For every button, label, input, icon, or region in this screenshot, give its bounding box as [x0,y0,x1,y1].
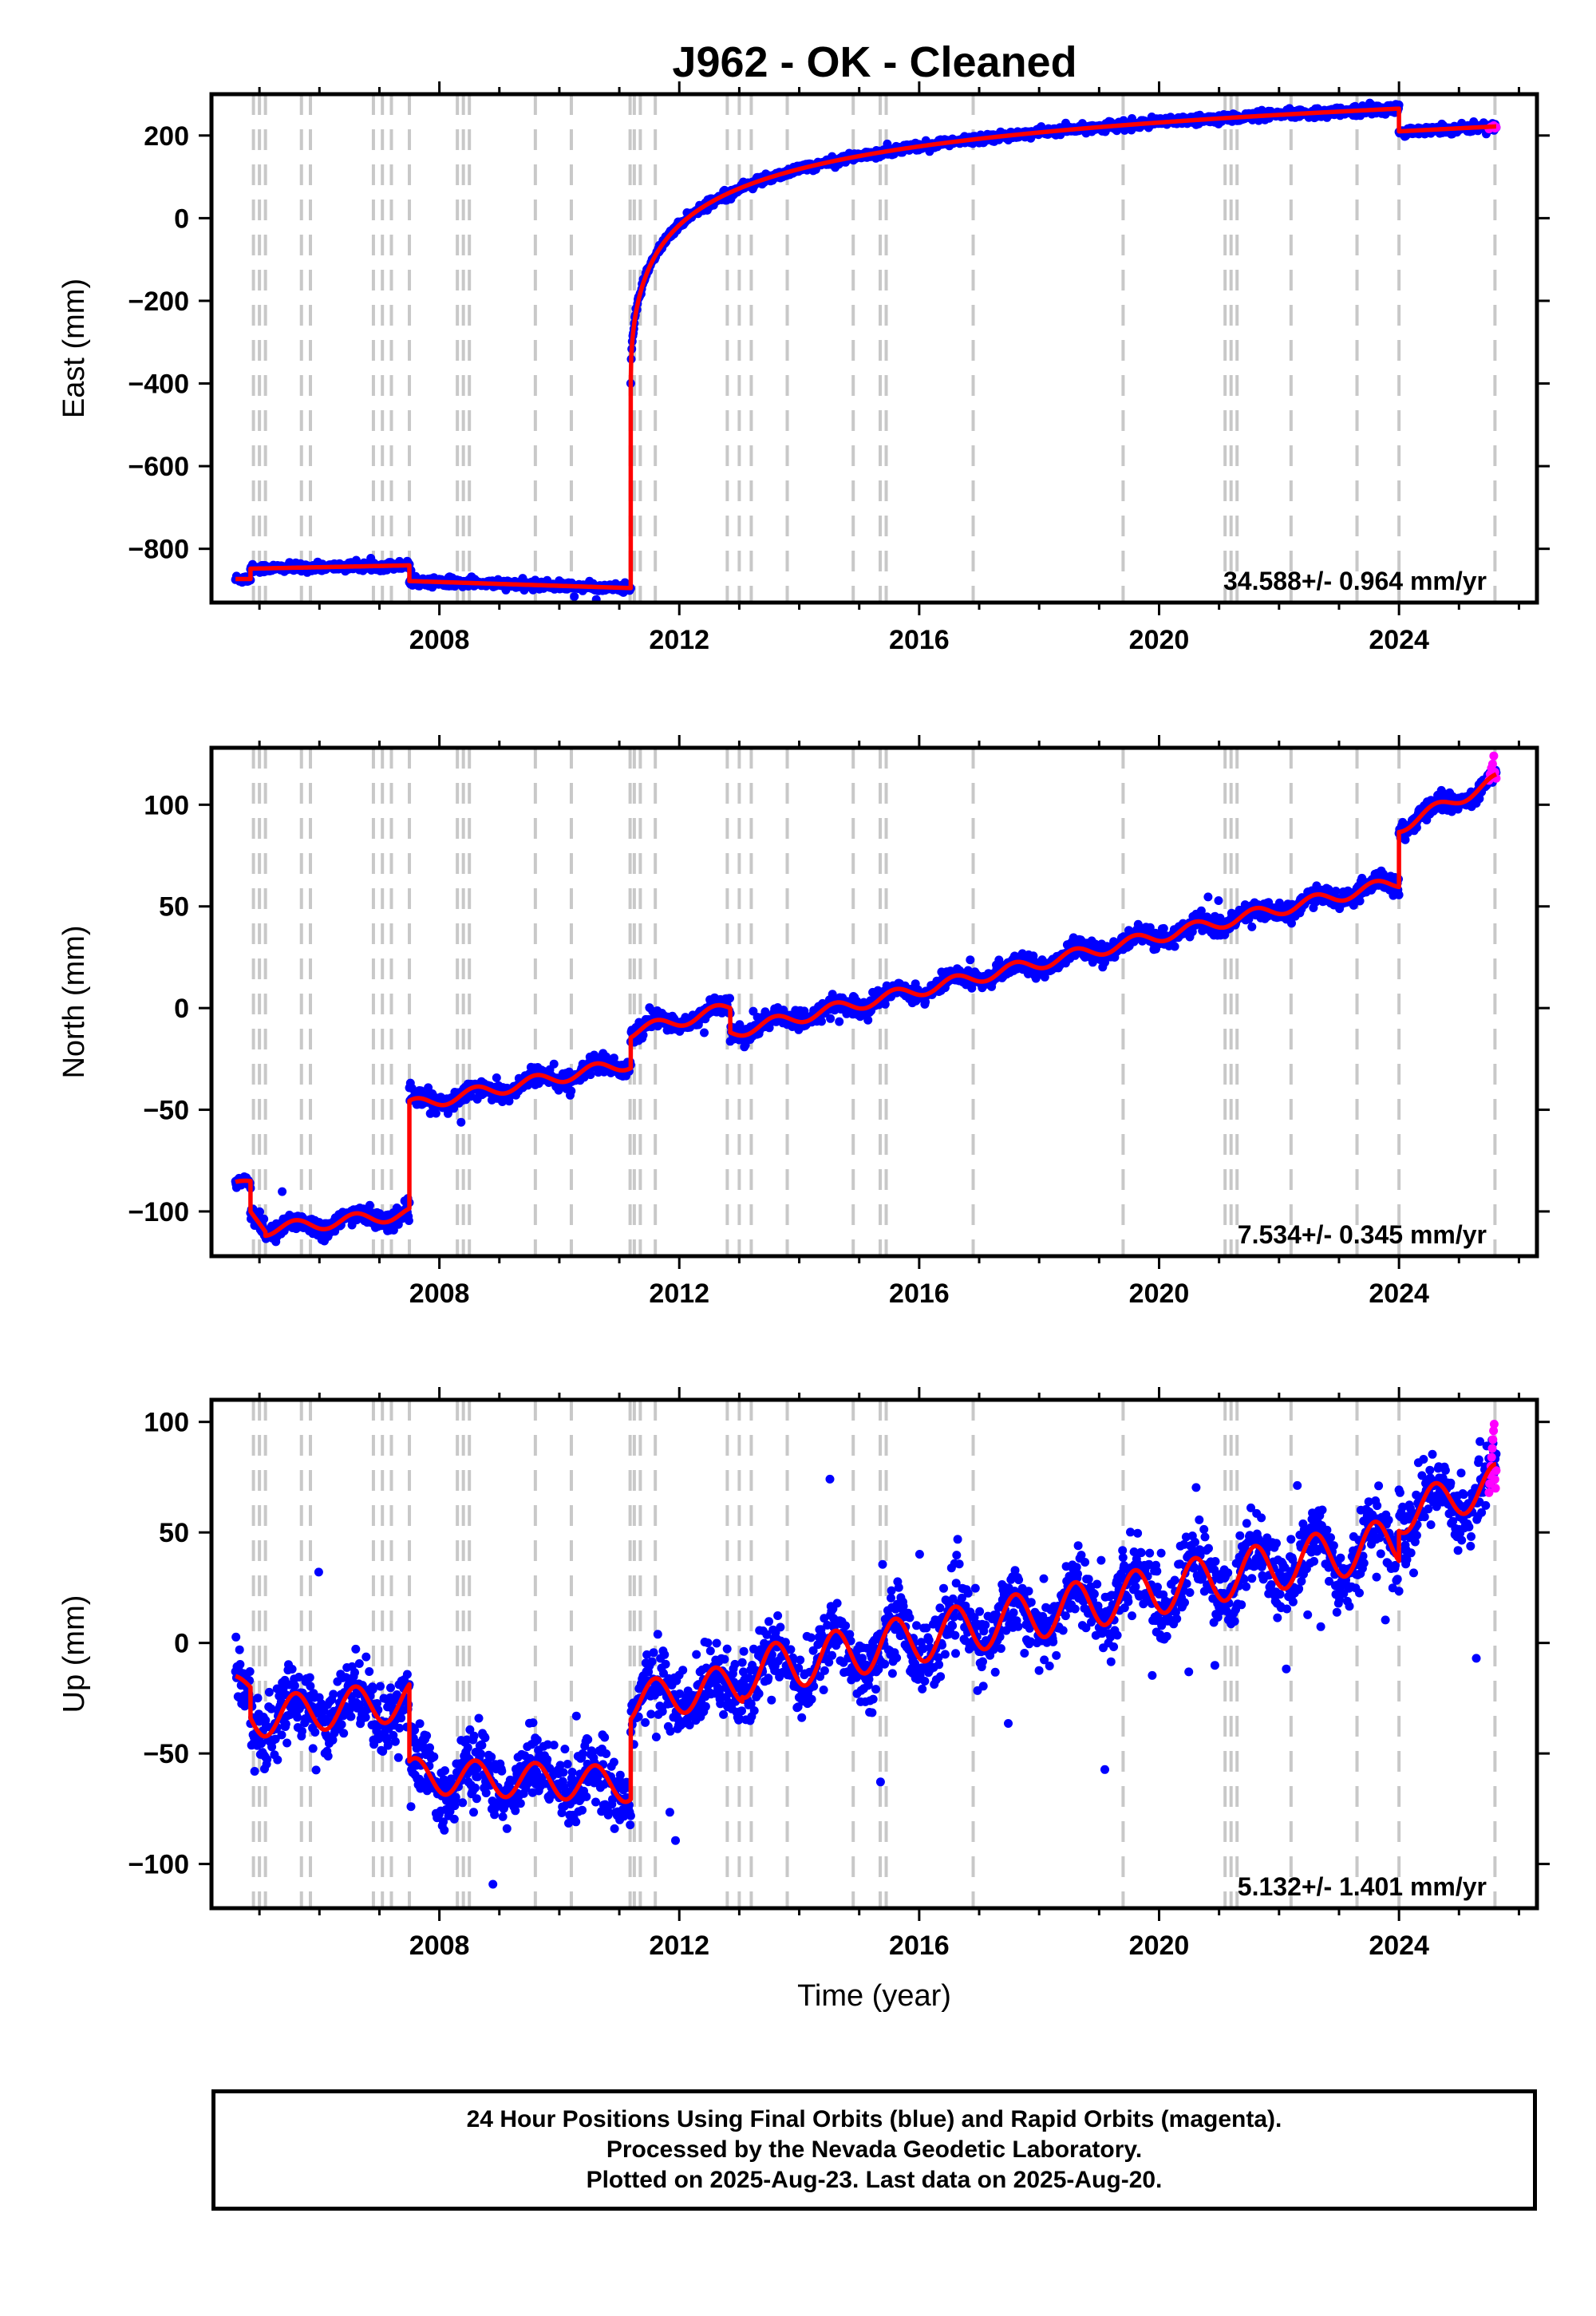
x-tick-label: 2008 [409,625,470,655]
data-point [492,1073,501,1082]
data-point [549,1059,559,1069]
rate-annotation: 34.588+/- 0.964 mm/yr [1223,567,1487,595]
data-point [1170,942,1179,951]
final-orbit-points [231,98,1501,603]
y-tick-label: −400 [128,370,189,400]
data-point [1247,922,1257,931]
data-point [431,1109,440,1118]
chart-title: J962 - OK - Cleaned [672,38,1077,86]
data-point [835,1017,844,1026]
data-point [365,1200,374,1210]
y-tick-label: −800 [128,535,189,565]
x-tick-label: 2020 [1129,625,1190,655]
data-point [725,994,734,1003]
y-tick-label: 200 [144,121,189,152]
x-tick-label: 2012 [649,625,709,655]
data-point [817,1017,826,1026]
data-point [278,1187,287,1196]
x-tick-label: 2016 [889,625,950,655]
event-lines [251,94,1497,603]
data-point [404,1216,413,1225]
y-tick-label: −200 [128,287,189,317]
model-line [233,106,1498,591]
data-point [826,1014,836,1023]
data-point [863,1015,873,1025]
data-point [1214,896,1223,905]
data-point [700,1028,709,1037]
data-point [570,592,579,601]
east-panel: 2008 2012 2016 2020 2024 200 0 −200 −400 −600 −800… [57,81,1550,655]
data-point [1394,890,1404,899]
y-tick-label: −600 [128,452,189,482]
x-tick-label: 2024 [1369,625,1429,655]
y-tick-label: 0 [174,204,189,234]
y-axis-label: East (mm) [57,279,91,418]
data-point [456,1117,466,1127]
data-point [1203,892,1213,902]
data-point [966,955,975,965]
data-point [567,1086,576,1096]
